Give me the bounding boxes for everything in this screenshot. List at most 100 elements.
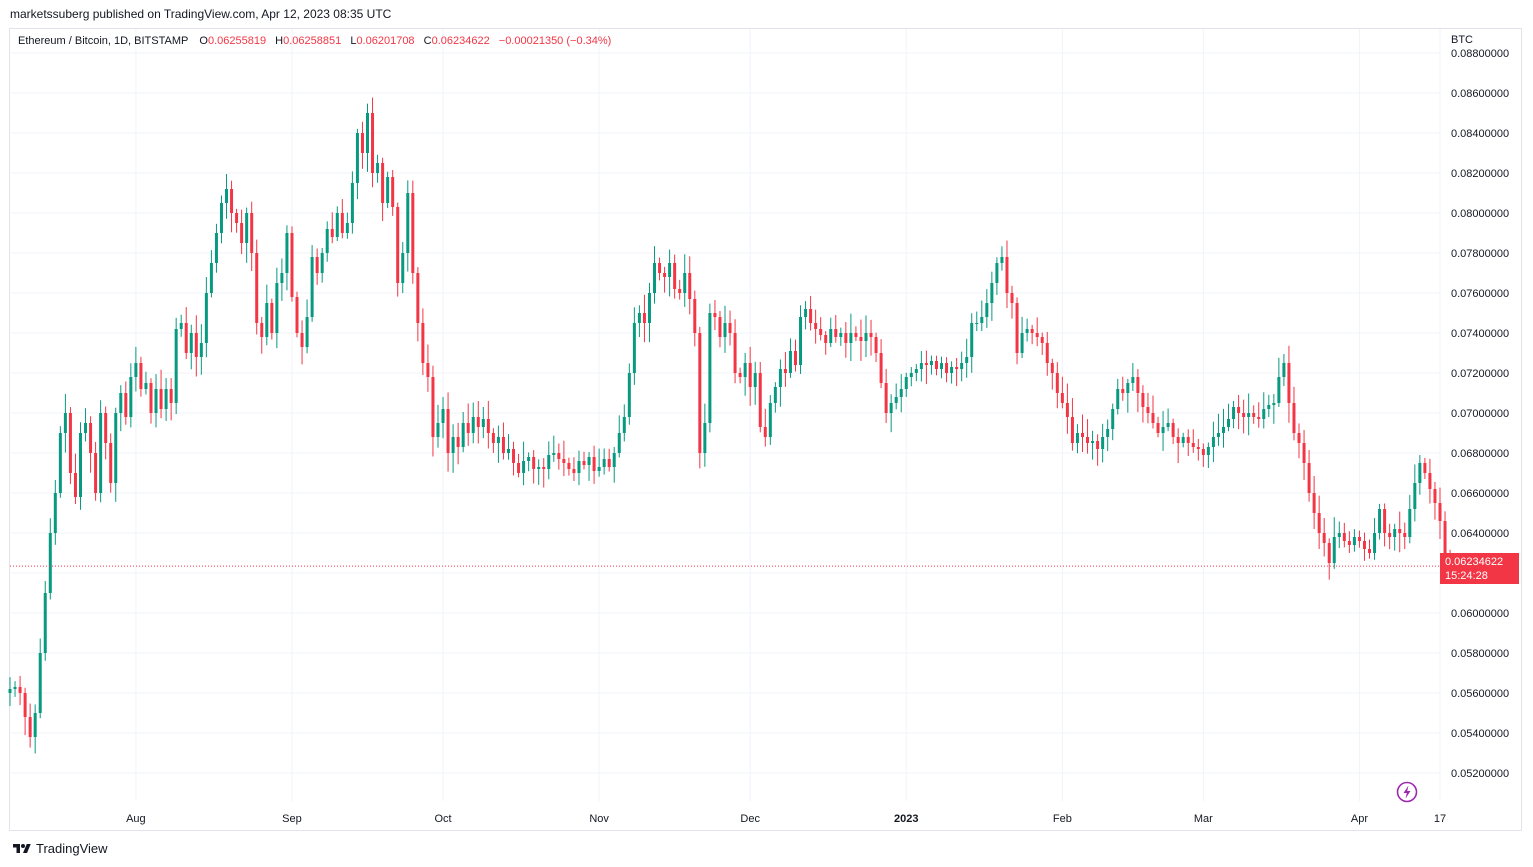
candle: [919, 351, 923, 382]
lightning-icon[interactable]: [1396, 781, 1418, 803]
candle: [653, 246, 657, 304]
candle-body: [366, 113, 369, 153]
candle-body: [1383, 509, 1387, 533]
candle: [1091, 430, 1095, 460]
candle-body: [658, 263, 662, 273]
candle: [552, 435, 556, 462]
candle: [748, 346, 752, 406]
candle-body: [1352, 537, 1356, 545]
candle: [1141, 385, 1145, 423]
candle: [290, 226, 294, 302]
candle-body: [23, 693, 27, 717]
candle-body: [63, 413, 67, 433]
candle: [1005, 240, 1009, 309]
candle: [134, 346, 138, 392]
candle-body: [552, 453, 556, 455]
candle: [159, 369, 163, 419]
candle: [1010, 285, 1014, 319]
candle: [955, 358, 959, 387]
candle-body: [517, 463, 521, 473]
candle: [235, 208, 239, 233]
candle-body: [965, 357, 969, 363]
candle: [250, 201, 254, 271]
x-tick-label: Oct: [434, 813, 451, 825]
candle-body: [1312, 493, 1316, 513]
candle: [1111, 403, 1115, 441]
high-value: 0.06258851: [283, 35, 342, 47]
candle-body: [58, 433, 62, 493]
candle: [743, 352, 747, 396]
candle-body: [1242, 413, 1246, 417]
candle-body: [557, 453, 561, 459]
low-value: 0.06201708: [356, 35, 415, 47]
candle-body: [1136, 377, 1140, 393]
candle-body: [834, 329, 838, 337]
candle-body: [693, 299, 697, 333]
candle-body: [280, 273, 284, 283]
symbol-name[interactable]: Ethereum / Bitcoin, 1D, BITSTAMP: [18, 35, 189, 47]
candle-body: [809, 309, 813, 323]
candle-body: [376, 163, 380, 173]
candle: [778, 359, 782, 407]
candle: [43, 581, 47, 661]
candle: [1262, 392, 1266, 429]
candle-body: [899, 389, 903, 397]
candle-body: [169, 389, 173, 403]
candle: [295, 291, 299, 338]
candle: [844, 322, 848, 358]
candle-body: [718, 317, 722, 337]
candle-body: [874, 337, 878, 353]
candle-body: [788, 351, 792, 373]
x-tick-label: Apr: [1351, 813, 1368, 825]
candle: [330, 212, 334, 244]
candle-body: [668, 263, 672, 277]
candle-body: [663, 273, 667, 277]
y-tick-label: 0.07800000: [1451, 248, 1509, 260]
candle: [1302, 430, 1306, 481]
candle: [617, 415, 621, 458]
candle-body: [577, 461, 581, 473]
candle: [486, 400, 490, 449]
candle: [522, 441, 526, 486]
candle-body: [1216, 433, 1220, 437]
candle: [1312, 476, 1316, 530]
candle: [1030, 324, 1034, 345]
candle-body: [214, 233, 218, 263]
candle: [703, 403, 707, 467]
candle: [1252, 405, 1256, 424]
candle-body: [134, 363, 138, 377]
candle: [310, 245, 314, 322]
candle-body: [527, 457, 531, 461]
candle-body: [320, 253, 324, 273]
candle-body: [1030, 329, 1034, 333]
candle-body: [401, 253, 405, 283]
candle: [1232, 400, 1236, 429]
candle-body: [109, 443, 113, 483]
candle: [819, 317, 823, 341]
candle: [527, 452, 531, 472]
candle: [94, 441, 98, 501]
candle: [28, 703, 32, 748]
y-tick-label: 0.06800000: [1451, 448, 1509, 460]
candle: [965, 338, 969, 378]
candle: [63, 393, 67, 453]
candle: [728, 310, 732, 346]
candle-body: [421, 323, 425, 363]
candle: [1282, 353, 1286, 387]
candle-body: [839, 333, 843, 337]
candle-body: [894, 397, 898, 403]
candle-body: [713, 313, 717, 317]
candle: [245, 207, 249, 263]
candle-body: [1287, 363, 1291, 403]
candle-body: [783, 369, 787, 373]
candle-body: [1181, 437, 1185, 443]
candle-body: [884, 383, 888, 413]
candle-body: [164, 389, 168, 409]
candle: [783, 351, 787, 387]
candle: [597, 448, 601, 477]
candle-body: [1373, 533, 1377, 553]
candle: [975, 311, 979, 332]
candle-body: [230, 189, 234, 213]
candle-body: [219, 203, 223, 233]
